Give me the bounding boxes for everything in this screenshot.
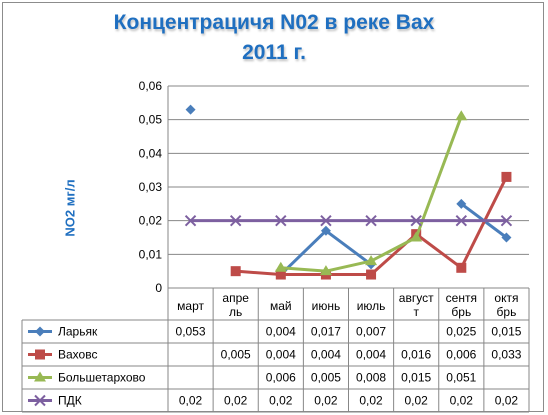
- legend-label-3: ПДК: [58, 394, 82, 408]
- table-cell-0-0: 0,053: [176, 325, 206, 339]
- y-tick-label-6: 0,06: [139, 79, 163, 93]
- table-cell-0-3: 0,017: [311, 325, 341, 339]
- table-cell-1-5: 0,016: [401, 348, 431, 362]
- table-cell-1-7: 0,033: [491, 348, 521, 362]
- x-tick-label-7-1: брь: [497, 305, 517, 319]
- table-cell-3-1: 0,02: [224, 394, 248, 408]
- series-1-point-7: [501, 172, 511, 182]
- table-cell-0-4: 0,007: [356, 325, 386, 339]
- x-tick-label-5-0: август: [399, 291, 434, 305]
- x-tick-label-1-1: ль: [229, 305, 242, 319]
- table-cell-3-5: 0,02: [405, 394, 429, 408]
- table-cell-2-3: 0,005: [311, 371, 341, 385]
- series-1-point-6: [456, 263, 466, 273]
- y-tick-label-0: 0: [155, 281, 162, 295]
- table-cell-3-0: 0,02: [179, 394, 203, 408]
- table-cell-1-3: 0,004: [311, 348, 341, 362]
- table-cell-3-6: 0,02: [450, 394, 474, 408]
- table-cell-1-6: 0,006: [446, 348, 476, 362]
- series-1-point-4: [366, 270, 376, 280]
- table-cell-0-6: 0,025: [446, 325, 476, 339]
- legend-marker-1: [35, 350, 45, 360]
- table-cell-3-4: 0,02: [359, 394, 383, 408]
- legend-label-0: Ларьяк: [58, 325, 98, 339]
- x-tick-label-6-0: сентя: [446, 291, 477, 305]
- series-0-point-0: [186, 105, 196, 115]
- legend-marker-0: [35, 327, 45, 337]
- y-tick-label-4: 0,04: [139, 146, 163, 160]
- x-tick-label-7-0: октя: [494, 291, 518, 305]
- x-tick-label-3-0: июнь: [312, 299, 341, 313]
- y-tick-label-2: 0,02: [139, 214, 163, 228]
- y-tick-label-1: 0,01: [139, 247, 163, 261]
- table-cell-1-4: 0,004: [356, 348, 386, 362]
- table-cell-0-2: 0,004: [266, 325, 296, 339]
- table-cell-2-2: 0,006: [266, 371, 296, 385]
- table-cell-2-4: 0,008: [356, 371, 386, 385]
- table-cell-3-7: 0,02: [495, 394, 519, 408]
- legend-label-2: Большетархово: [58, 371, 146, 385]
- x-tick-label-2-0: май: [270, 299, 292, 313]
- table-cell-3-2: 0,02: [269, 394, 293, 408]
- y-tick-label-3: 0,03: [139, 180, 163, 194]
- series-1-point-1: [231, 266, 241, 276]
- table-cell-1-1: 0,005: [221, 348, 251, 362]
- y-tick-label-5: 0,05: [139, 113, 163, 127]
- x-tick-label-1-0: апре: [222, 291, 249, 305]
- table-cell-0-7: 0,015: [491, 325, 521, 339]
- table-cell-2-5: 0,015: [401, 371, 431, 385]
- x-tick-label-4-0: июль: [357, 299, 386, 313]
- x-tick-label-0-0: март: [177, 299, 204, 313]
- x-tick-label-5-1: т: [413, 305, 419, 319]
- series-2-point-6: [455, 110, 467, 120]
- table-cell-3-3: 0,02: [314, 394, 338, 408]
- x-tick-label-6-1: брь: [451, 305, 471, 319]
- table-cell-2-6: 0,051: [446, 371, 476, 385]
- legend-label-1: Ваховс: [58, 348, 97, 362]
- table-cell-1-2: 0,004: [266, 348, 296, 362]
